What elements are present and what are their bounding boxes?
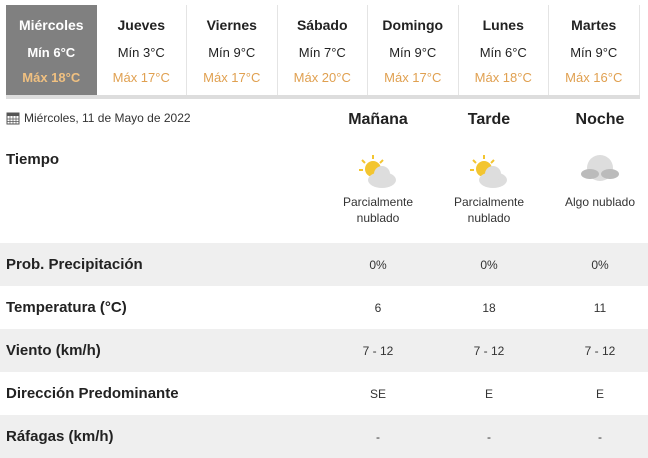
period-header: Mañana	[348, 111, 408, 128]
table-row: Ráfagas (km/h) - - -	[0, 415, 648, 458]
day-tab[interactable]: Domingo Mín 9°C Máx 17°C	[368, 5, 459, 95]
table-row: Viento (km/h) 7 - 12 7 - 12 7 - 12	[0, 329, 648, 372]
max-temp: Máx 17°C	[384, 70, 442, 85]
weather-cell: Algo nublado	[545, 152, 648, 210]
date-text: Miércoles, 11 de Mayo de 2022	[24, 111, 191, 125]
cell-value: 18	[482, 300, 496, 315]
cell-value: 0%	[480, 257, 498, 272]
partly-cloudy-day-icon	[470, 155, 507, 188]
min-temp: Mín 6°C	[27, 45, 76, 60]
day-tab[interactable]: Viernes Mín 9°C Máx 17°C	[187, 5, 278, 95]
cell-value: 7 - 12	[584, 343, 616, 358]
table-row: Temperatura (°C) 6 18 11	[0, 286, 648, 329]
row-label: Dirección Predominante	[6, 385, 179, 402]
cell-value: 0%	[369, 257, 387, 272]
day-tab[interactable]: Martes Mín 9°C Máx 16°C	[549, 5, 640, 95]
day-tab[interactable]: Jueves Mín 3°C Máx 17°C	[97, 5, 187, 95]
partly-cloudy-day-icon	[359, 155, 396, 188]
max-temp: Máx 16°C	[565, 70, 623, 85]
cell-value: -	[487, 429, 491, 444]
min-temp: Mín 7°C	[298, 45, 346, 60]
day-tab[interactable]: Sábado Mín 7°C Máx 20°C	[278, 5, 368, 95]
day-tabs: Miércoles Mín 6°C Máx 18°C Jueves Mín 3°C Má…	[6, 5, 640, 99]
selected-date: Miércoles, 11 de Mayo de 2022	[6, 111, 191, 125]
day-name: Jueves	[117, 17, 165, 33]
day-name: Miércoles	[18, 17, 84, 33]
row-label: Temperatura (°C)	[6, 299, 127, 316]
day-name: Sábado	[296, 17, 348, 33]
cell-value: 0%	[591, 257, 609, 272]
max-temp: Máx 18°C	[22, 70, 81, 85]
max-temp: Máx 17°C	[203, 70, 261, 85]
min-temp: Mín 9°C	[570, 45, 618, 60]
min-temp: Mín 9°C	[389, 45, 437, 60]
day-name: Viernes	[206, 17, 257, 33]
tiempo-label: Tiempo	[6, 151, 60, 168]
max-temp: Máx 20°C	[293, 70, 351, 85]
min-temp: Mín 9°C	[208, 45, 256, 60]
min-temp: Mín 3°C	[117, 45, 165, 60]
cloudy-night-icon	[581, 155, 619, 181]
weather-text: Parcialmente nublado	[453, 195, 525, 225]
row-label: Ráfagas (km/h)	[6, 428, 114, 445]
period-header: Noche	[575, 111, 625, 128]
weather-cell: Parcialmente nublado	[323, 152, 433, 226]
max-temp: Máx 18°C	[474, 70, 532, 85]
cell-value: 11	[593, 300, 607, 315]
cell-value: -	[598, 429, 602, 444]
weather-text: Algo nublado	[564, 195, 636, 209]
cell-value: SE	[369, 386, 386, 401]
cell-value: 7 - 12	[473, 343, 505, 358]
day-tab[interactable]: Lunes Mín 6°C Máx 18°C	[459, 5, 549, 95]
period-header: Tarde	[467, 111, 511, 128]
day-name: Domingo	[382, 17, 444, 33]
day-name: Lunes	[482, 17, 524, 33]
calendar-icon	[6, 112, 20, 125]
row-label: Viento (km/h)	[6, 342, 101, 359]
max-temp: Máx 17°C	[112, 70, 170, 85]
cell-value: 6	[374, 300, 382, 315]
table-row: Dirección Predominante SE E E	[0, 372, 648, 415]
weather-cell: Parcialmente nublado	[434, 152, 544, 226]
cell-value: E	[484, 386, 493, 401]
cell-value: 7 - 12	[362, 343, 394, 358]
day-tab[interactable]: Miércoles Mín 6°C Máx 18°C	[6, 5, 97, 95]
weather-text: Parcialmente nublado	[342, 195, 414, 225]
day-name: Martes	[571, 17, 617, 33]
row-label: Prob. Precipitación	[6, 256, 143, 273]
min-temp: Mín 6°C	[479, 45, 527, 60]
table-row: Prob. Precipitación 0% 0% 0%	[0, 243, 648, 286]
cell-value: E	[595, 386, 604, 401]
cell-value: -	[376, 429, 380, 444]
